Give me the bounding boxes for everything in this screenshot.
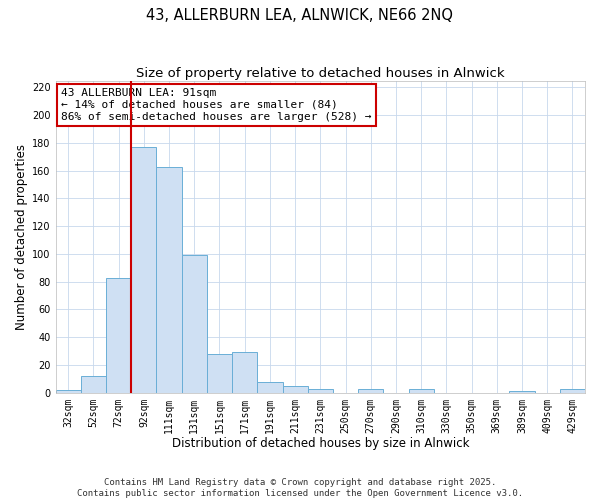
Text: 43, ALLERBURN LEA, ALNWICK, NE66 2NQ: 43, ALLERBURN LEA, ALNWICK, NE66 2NQ <box>146 8 454 22</box>
Bar <box>81 376 106 392</box>
Text: 43 ALLERBURN LEA: 91sqm
← 14% of detached houses are smaller (84)
86% of semi-de: 43 ALLERBURN LEA: 91sqm ← 14% of detache… <box>61 88 371 122</box>
Bar <box>207 354 232 393</box>
Bar <box>106 278 131 392</box>
Bar <box>56 390 81 392</box>
Bar <box>157 166 182 392</box>
Bar <box>283 386 308 392</box>
Title: Size of property relative to detached houses in Alnwick: Size of property relative to detached ho… <box>136 68 505 80</box>
Bar <box>257 382 283 392</box>
Y-axis label: Number of detached properties: Number of detached properties <box>15 144 28 330</box>
Bar <box>232 352 257 393</box>
Bar <box>308 388 333 392</box>
Bar <box>131 147 157 392</box>
X-axis label: Distribution of detached houses by size in Alnwick: Distribution of detached houses by size … <box>172 437 469 450</box>
Bar <box>358 388 383 392</box>
Bar <box>409 388 434 392</box>
Bar <box>182 256 207 392</box>
Text: Contains HM Land Registry data © Crown copyright and database right 2025.
Contai: Contains HM Land Registry data © Crown c… <box>77 478 523 498</box>
Bar <box>560 388 585 392</box>
